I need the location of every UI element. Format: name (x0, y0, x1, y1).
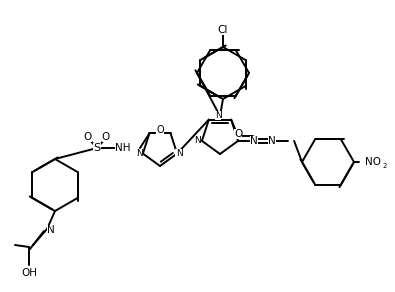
Text: N: N (250, 136, 258, 146)
Text: O: O (156, 125, 164, 135)
Text: S: S (94, 143, 101, 153)
Text: NH: NH (115, 143, 131, 153)
Text: 2: 2 (383, 163, 387, 169)
Text: O: O (102, 132, 110, 142)
Text: N: N (268, 136, 276, 146)
Text: N: N (137, 149, 143, 158)
Text: N: N (176, 149, 182, 158)
Text: N: N (47, 225, 55, 235)
Text: N: N (195, 136, 201, 145)
Text: N: N (214, 110, 221, 119)
Text: N: N (175, 149, 183, 159)
Text: OH: OH (21, 268, 37, 278)
Text: NO: NO (365, 157, 381, 167)
Text: O: O (234, 129, 242, 139)
Text: Cl: Cl (218, 25, 228, 35)
Text: O: O (84, 132, 92, 142)
